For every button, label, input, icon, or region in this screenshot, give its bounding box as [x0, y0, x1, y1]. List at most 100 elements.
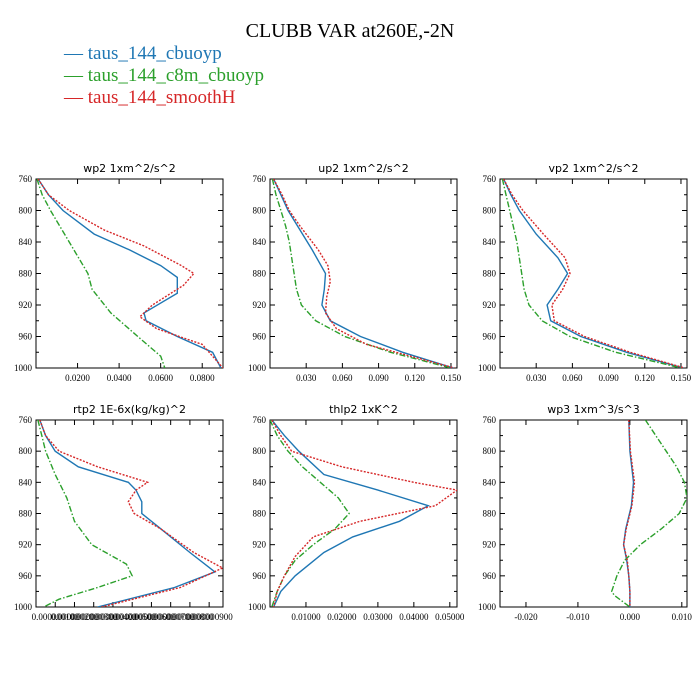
y-tick-label: 960 — [253, 571, 267, 581]
y-tick-label: 960 — [19, 332, 33, 342]
y-tick-label: 1000 — [248, 602, 267, 612]
x-tick-label: 0.000000400 — [89, 612, 137, 622]
series-line-taus_144_cbuoyp — [39, 420, 217, 607]
x-tick-label: 0.0800 — [190, 373, 215, 383]
y-tick-label: 840 — [483, 477, 497, 487]
y-tick-label: 1000 — [478, 363, 497, 373]
y-tick-label: 760 — [19, 415, 33, 425]
series-line-taus_144_cbuoyp — [271, 420, 430, 607]
legend-swatch-smoothH: — — [64, 87, 88, 108]
x-tick-label: 0.150 — [441, 373, 462, 383]
panel-title: rtp2 1E-6x(kg/kg)^2 — [73, 403, 186, 416]
y-tick-label: 880 — [483, 509, 497, 519]
series-line-taus_144_cbuoyp — [622, 420, 635, 607]
x-tick-label: 0.02000 — [327, 612, 357, 622]
plot-frame — [269, 178, 458, 369]
x-tick-label: -0.020 — [514, 612, 538, 622]
legend-entry-smoothH: — taus_144_smoothH — [64, 88, 236, 108]
x-tick-label: 0.090 — [368, 373, 389, 383]
plot-frame — [499, 419, 688, 608]
series-line-taus_144_c8m_cbuoyp — [501, 179, 682, 368]
y-tick-label: 760 — [253, 415, 267, 425]
y-tick-label: 920 — [253, 540, 267, 550]
series-line-taus_144_c8m_cbuoyp — [36, 179, 166, 368]
y-tick-label: 800 — [483, 446, 497, 456]
y-tick-label: 920 — [483, 300, 497, 310]
y-tick-label: 880 — [253, 509, 267, 519]
x-tick-label: 0.04000 — [399, 612, 429, 622]
y-tick-label: 840 — [19, 477, 33, 487]
y-tick-label: 840 — [253, 237, 267, 247]
x-tick-label: 0.000000500 — [109, 612, 157, 622]
y-tick-label: 880 — [253, 269, 267, 279]
y-tick-label: 960 — [483, 571, 497, 581]
y-tick-label: 800 — [253, 206, 267, 216]
y-tick-label: 880 — [483, 269, 497, 279]
x-tick-label: 0.0600 — [148, 373, 173, 383]
y-tick-label: 840 — [483, 237, 497, 247]
x-tick-label: 0.060 — [562, 373, 583, 383]
legend-label-cbuoyp: taus_144_cbuoyp — [87, 43, 222, 64]
panel-6: wp3 1xm^3/s^3 760 800 840 880 920 960 1000 -0.02… — [478, 403, 692, 622]
x-tick-label: 0.000000800 — [166, 612, 214, 622]
x-tick-label: 0.030 — [296, 373, 317, 383]
series-line-taus_144_smoothH — [272, 179, 455, 368]
legend-entry-c8m-cbuoyp: — taus_144_c8m_cbuoyp — [64, 66, 264, 86]
x-tick-label: 0.01000 — [291, 612, 321, 622]
x-tick-label: 0.03000 — [363, 612, 393, 622]
x-tick-label: 0.000000700 — [147, 612, 195, 622]
x-tick-label: 0.000000300 — [70, 612, 118, 622]
series-line-taus_144_smoothH — [502, 179, 685, 368]
x-tick-label: 0.150 — [671, 373, 692, 383]
series-line-taus_144_c8m_cbuoyp — [271, 179, 452, 368]
y-tick-label: 800 — [19, 206, 33, 216]
series-line-taus_144_c8m_cbuoyp — [270, 420, 350, 607]
plot-frame — [269, 419, 458, 608]
y-tick-label: 800 — [253, 446, 267, 456]
x-tick-label: 0.0400 — [107, 373, 132, 383]
legend-label-smoothH: taus_144_smoothH — [87, 87, 236, 108]
series-line-taus_144_smoothH — [37, 179, 223, 368]
x-tick-label: 0.000000900 — [186, 612, 234, 622]
plot-frame — [499, 178, 688, 369]
y-tick-label: 920 — [483, 540, 497, 550]
x-tick-label: 0.060 — [332, 373, 353, 383]
y-tick-label: 960 — [19, 571, 33, 581]
x-tick-label: 0.030 — [526, 373, 547, 383]
y-tick-label: 1000 — [248, 363, 267, 373]
panel-title: vp2 1xm^2/s^2 — [548, 162, 638, 175]
x-tick-label: 0.120 — [405, 373, 426, 383]
panel-1: wp2 1xm^2/s^2 760 800 840 880 920 960 1000 0.020… — [14, 162, 224, 383]
panel-2: up2 1xm^2/s^2 760 800 840 880 920 960 1000 0.030… — [248, 162, 462, 383]
y-tick-label: 880 — [19, 269, 33, 279]
legend-swatch-cbuoyp: — — [64, 43, 88, 64]
y-tick-label: 920 — [19, 540, 33, 550]
y-tick-label: 800 — [19, 446, 33, 456]
panel-title: up2 1xm^2/s^2 — [318, 162, 409, 175]
series-line-taus_144_smoothH — [622, 420, 636, 607]
series-line-taus_144_cbuoyp — [502, 179, 684, 368]
x-tick-label: 0.090 — [598, 373, 619, 383]
x-tick-label: 0.000000600 — [128, 612, 176, 622]
legend-label-c8m-cbuoyp: taus_144_c8m_cbuoyp — [87, 65, 265, 86]
x-tick-label: 0.0200 — [65, 373, 90, 383]
y-tick-label: 920 — [253, 300, 267, 310]
y-tick-label: 760 — [253, 174, 267, 184]
y-tick-label: 1000 — [478, 602, 497, 612]
y-tick-label: 840 — [253, 477, 267, 487]
x-tick-label: 0.000000200 — [51, 612, 99, 622]
y-tick-label: 1000 — [14, 602, 33, 612]
panel-title: wp3 1xm^3/s^3 — [547, 403, 640, 416]
series-line-taus_144_c8m_cbuoyp — [37, 420, 134, 607]
panel-title: wp2 1xm^2/s^2 — [83, 162, 176, 175]
panel-4: rtp2 1E-6x(kg/kg)^2 760 800 840 880 920 960 100… — [14, 403, 233, 622]
series-line-taus_144_c8m_cbuoyp — [610, 420, 687, 607]
y-tick-label: 960 — [483, 332, 497, 342]
y-tick-label: 880 — [19, 509, 33, 519]
x-tick-label: 0.000 — [620, 612, 641, 622]
y-tick-label: 840 — [19, 237, 33, 247]
legend-entry-cbuoyp: — taus_144_cbuoyp — [64, 44, 222, 64]
y-tick-label: 1000 — [14, 363, 33, 373]
series-line-taus_144_smoothH — [39, 420, 223, 607]
